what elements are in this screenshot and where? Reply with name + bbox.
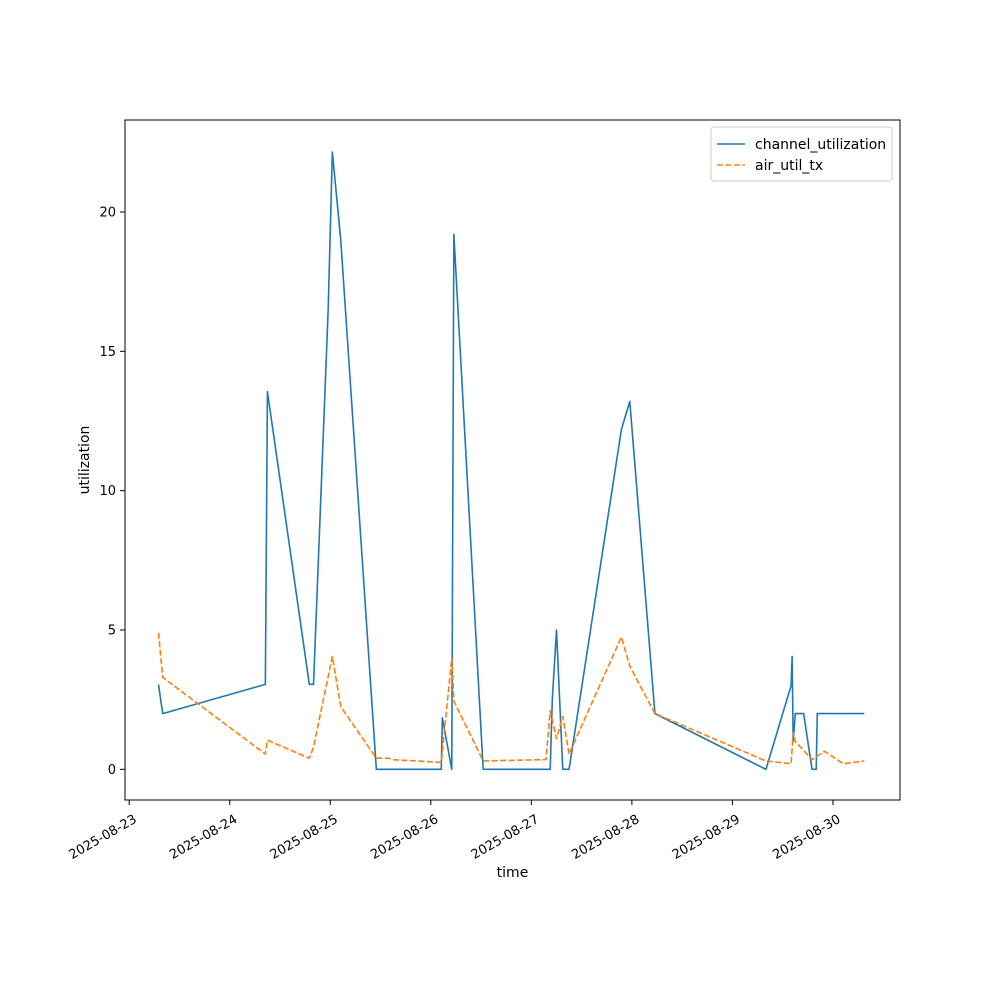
plot-area [157,151,865,771]
y-axis: 0 5 10 15 20 [99,205,125,778]
x-axis-label: time [497,865,529,881]
legend: channel_utilization air_util_tx [710,126,893,182]
axes-frame [124,119,901,801]
legend-label: channel_utilization [755,137,886,153]
legend-label: air_util_tx [755,158,823,174]
series-line-air-util-tx [157,632,865,765]
y-axis-label: utilization [77,426,93,495]
y-tick-label: 20 [99,205,116,220]
legend-box [710,126,893,182]
y-tick-label: 10 [99,484,116,499]
y-tick-label: 5 [108,624,116,639]
y-tick-label: 0 [108,763,116,778]
y-tick-label: 15 [99,345,116,360]
series-line-channel-utilization [157,151,865,771]
